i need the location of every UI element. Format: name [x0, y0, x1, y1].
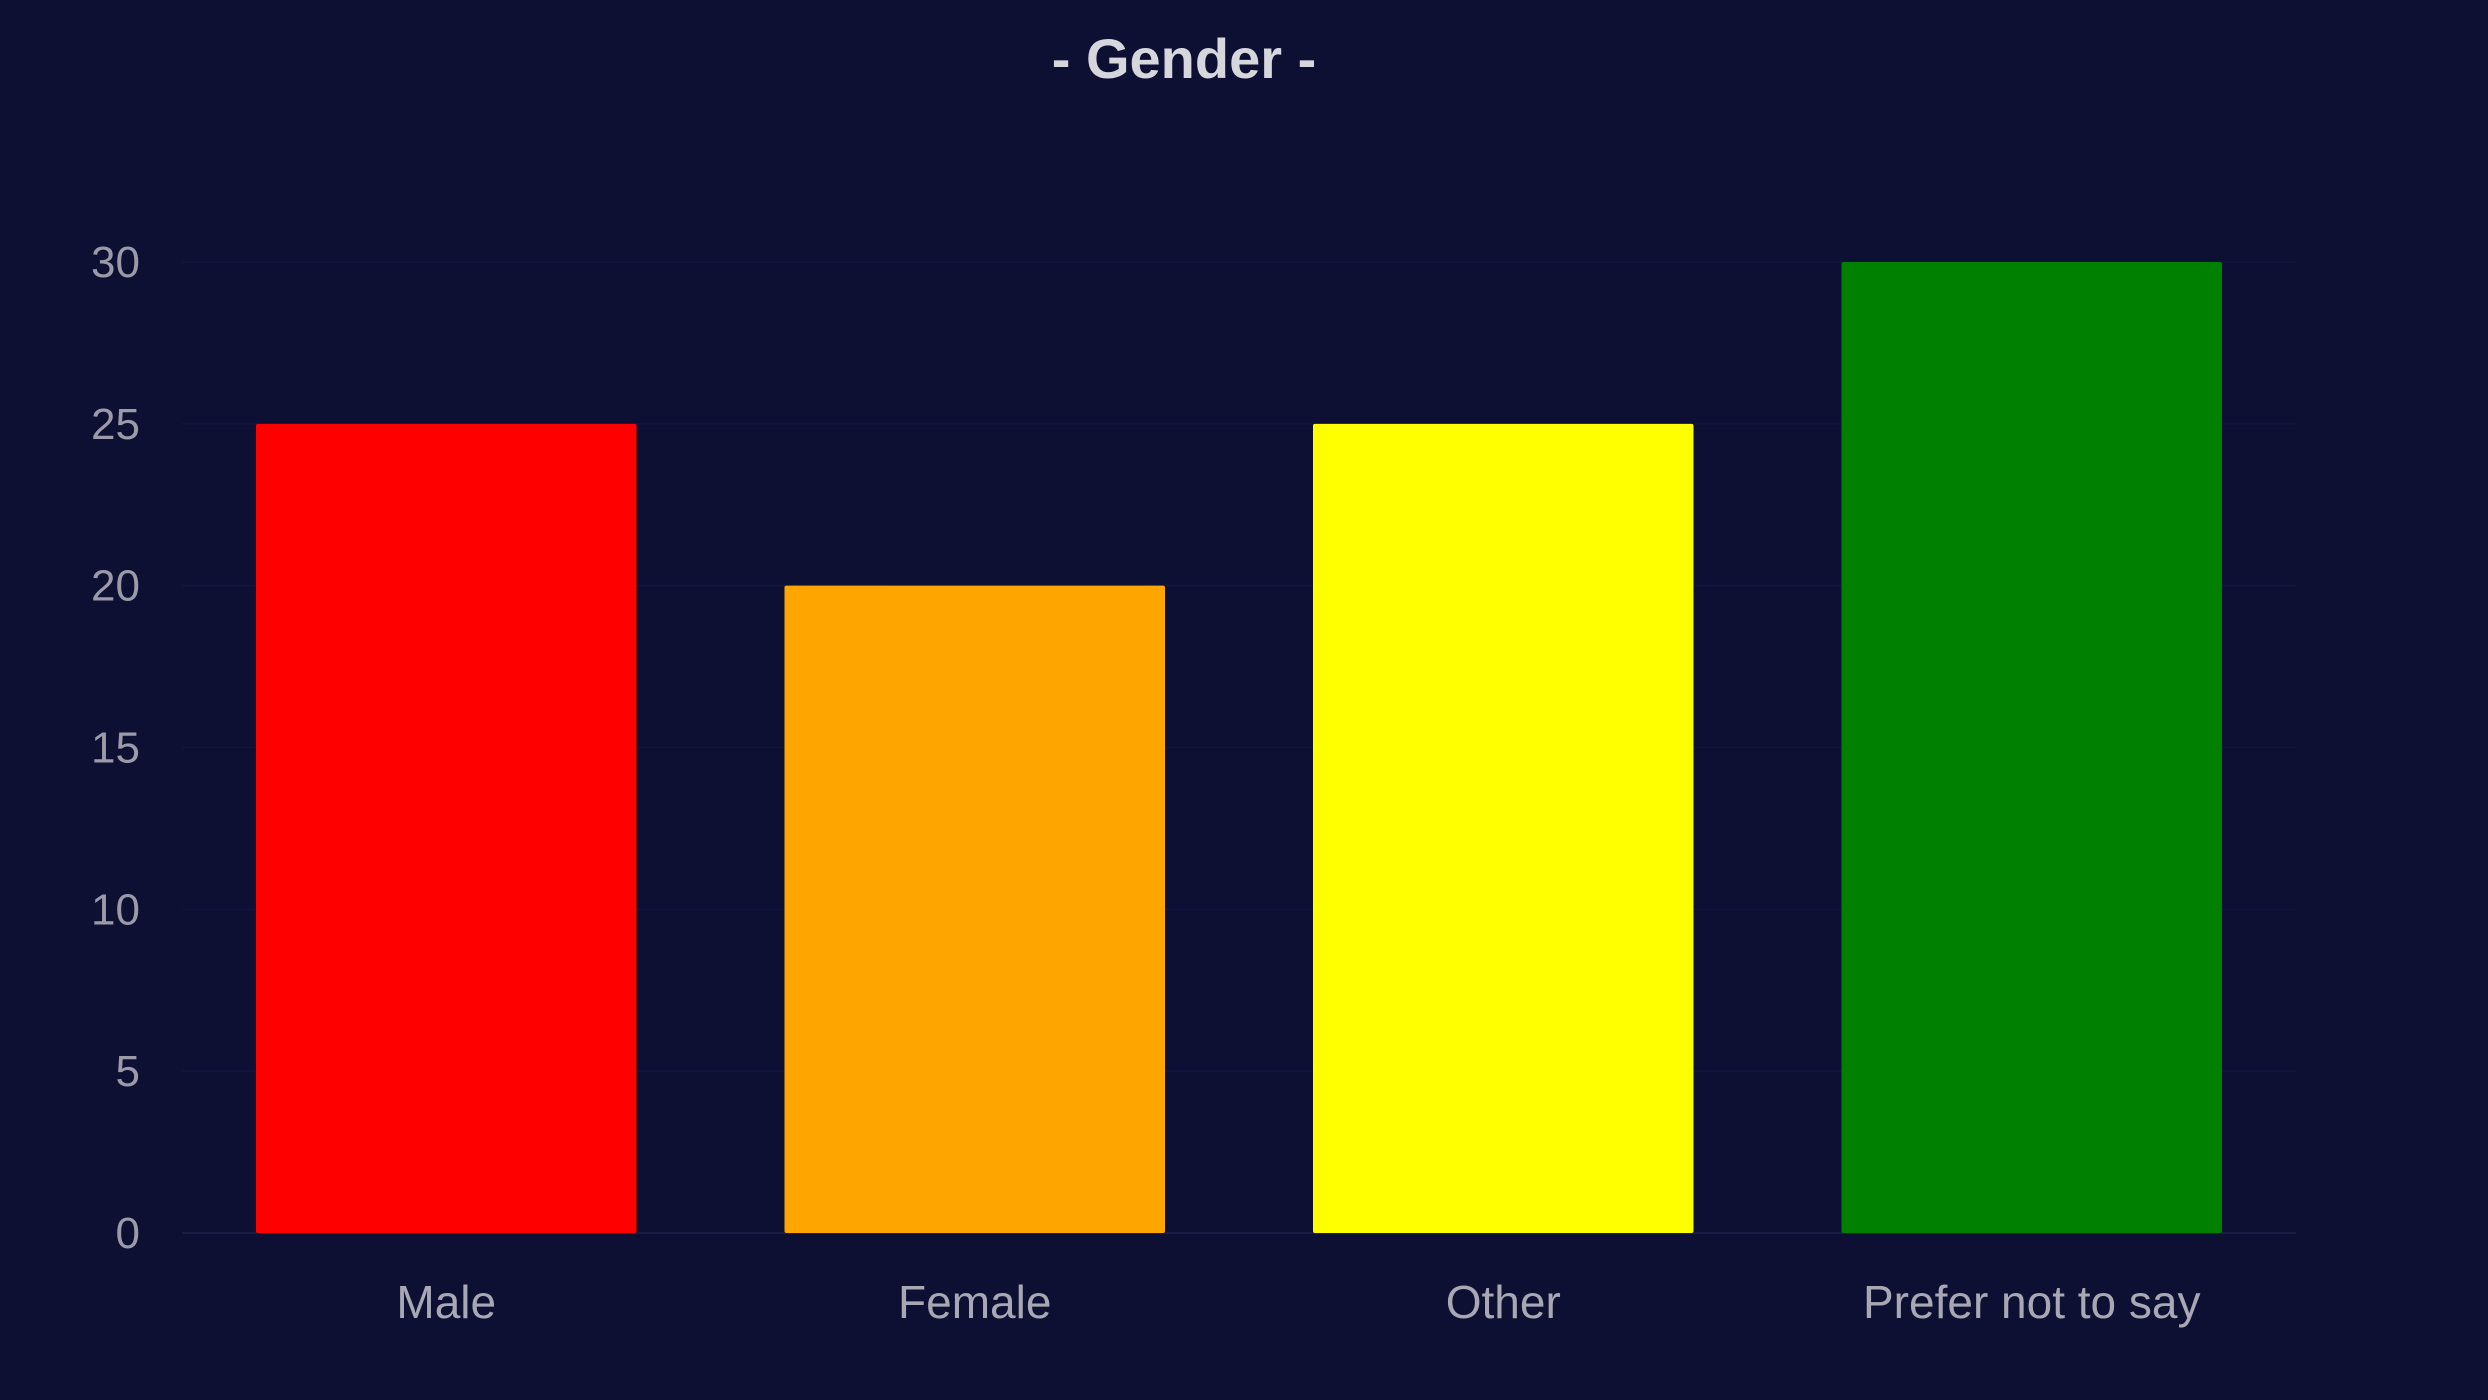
y-tick-label: 20: [91, 562, 140, 611]
x-tick-label: Prefer not to say: [1863, 1276, 2201, 1328]
bar-prefer-not-to-say: [1841, 262, 2223, 1233]
bar-male: [255, 423, 637, 1233]
y-tick-label: 5: [116, 1047, 140, 1096]
y-tick-label: 10: [91, 885, 140, 934]
y-tick-label: 30: [91, 238, 140, 287]
y-tick-label: 25: [91, 400, 140, 449]
bar-female: [784, 585, 1166, 1233]
x-axis-labels: Male Female Other Prefer not to say: [396, 1276, 2200, 1328]
x-tick-label: Female: [898, 1276, 1051, 1328]
x-tick-label: Male: [396, 1276, 496, 1328]
y-tick-label: 0: [116, 1209, 140, 1258]
chart-title: - Gender -: [1052, 27, 1316, 90]
x-tick-label: Other: [1446, 1276, 1561, 1328]
bar-other: [1312, 423, 1694, 1233]
y-axis-ticks: 0 5 10 15 20 25 30: [91, 238, 140, 1258]
y-tick-label: 15: [91, 724, 140, 773]
bars: [255, 262, 2223, 1233]
